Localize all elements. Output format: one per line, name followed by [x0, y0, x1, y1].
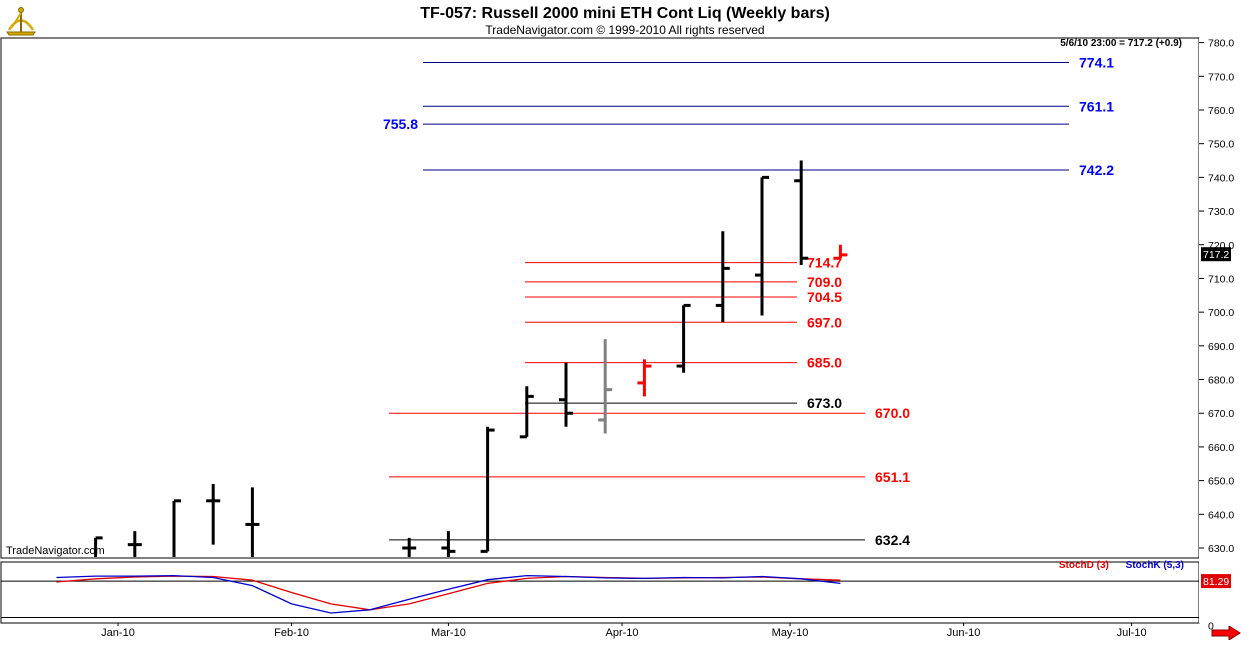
y-tick-label: 760.0	[1208, 105, 1234, 117]
ohlc-bar	[794, 160, 809, 265]
level-label: 670.0	[875, 405, 910, 421]
stochastic-legend: StochD (3) StochK (5,3)	[1059, 560, 1184, 571]
ohlc-bar	[127, 531, 142, 557]
legend-stoch-k: StochK (5,3)	[1125, 560, 1184, 571]
y-tick-label: 740.0	[1208, 172, 1234, 184]
y-tick-label: 690.0	[1208, 341, 1234, 353]
ohlc-bar	[833, 244, 848, 260]
x-tick-label: Jun-10	[947, 627, 981, 639]
level-label: 632.4	[875, 532, 910, 548]
ohlc-bar	[480, 426, 495, 553]
ohlc-bar	[598, 339, 613, 434]
x-tick-label: Jul-10	[1117, 627, 1147, 639]
title-block: TF-057: Russell 2000 mini ETH Cont Liq (…	[0, 4, 1250, 37]
stoch-value-label: 81.29	[1203, 576, 1229, 588]
current-price-label: 717.2	[1203, 249, 1229, 261]
ohlc-bar	[402, 537, 417, 557]
watermark: TradeNavigator.com	[6, 545, 105, 557]
y-tick-label: 710.0	[1208, 273, 1234, 285]
x-tick-label: Apr-10	[605, 627, 638, 639]
y-tick-label: 630.0	[1208, 543, 1234, 555]
ohlc-bar	[519, 386, 534, 439]
ohlc-bar	[94, 536, 103, 557]
ohlc-bar	[559, 362, 573, 427]
stochastic-panel	[0, 561, 1200, 624]
ohlc-bar	[172, 499, 181, 557]
ohlc-bar	[441, 531, 456, 557]
y-tick-label: 700.0	[1208, 307, 1234, 319]
level-label: 704.5	[807, 289, 842, 305]
y-tick-label: 680.0	[1208, 375, 1234, 387]
stoch-tick-label: 0	[1208, 621, 1214, 633]
price-panel	[0, 37, 1200, 559]
x-tick-label: May-10	[772, 627, 809, 639]
last-quote-readout: 5/6/10 23:00 = 717.2 (+0.9)	[1060, 38, 1182, 49]
chart-title: TF-057: Russell 2000 mini ETH Cont Liq (…	[420, 5, 830, 22]
stoch-value-tag	[1201, 574, 1231, 589]
x-tick-label: Jan-10	[101, 627, 135, 639]
level-label: 673.0	[807, 395, 842, 411]
chart-subtitle: TradeNavigator.com © 1999-2010 All right…	[485, 23, 765, 37]
scroll-right-arrow-icon[interactable]	[1211, 625, 1241, 641]
y-axis-area	[1199, 38, 1249, 623]
y-tick-label: 670.0	[1208, 408, 1234, 420]
current-price-tag	[1201, 247, 1231, 262]
level-label: 685.0	[807, 355, 842, 371]
y-tick-label: 640.0	[1208, 509, 1234, 521]
y-tick-label: 730.0	[1208, 206, 1234, 218]
ohlc-bar	[676, 303, 691, 373]
legend-stoch-d: StochD (3)	[1058, 560, 1109, 571]
ohlc-bar	[755, 175, 769, 316]
y-tick-label: 660.0	[1208, 442, 1234, 454]
level-label: 761.1	[1079, 98, 1114, 114]
y-tick-label: 780.0	[1208, 38, 1234, 50]
level-label: 755.8	[383, 116, 418, 132]
ohlc-bar	[715, 231, 730, 323]
level-label: 709.0	[807, 274, 842, 290]
sextant-logo-icon[interactable]	[4, 5, 38, 37]
y-tick-label: 750.0	[1208, 139, 1234, 151]
x-tick-label: Feb-10	[274, 627, 309, 639]
ohlc-bar	[206, 483, 221, 545]
y-tick-label: 650.0	[1208, 476, 1234, 488]
x-tick-label: Mar-10	[431, 627, 466, 639]
level-label: 774.1	[1079, 54, 1114, 70]
y-tick-label: 770.0	[1208, 71, 1234, 83]
ohlc-bar	[637, 359, 652, 397]
stoch-k-line	[56, 574, 841, 614]
level-label: 651.1	[875, 469, 910, 485]
level-label: 742.2	[1079, 162, 1114, 178]
level-label: 697.0	[807, 314, 842, 330]
ohlc-bar	[245, 487, 260, 557]
